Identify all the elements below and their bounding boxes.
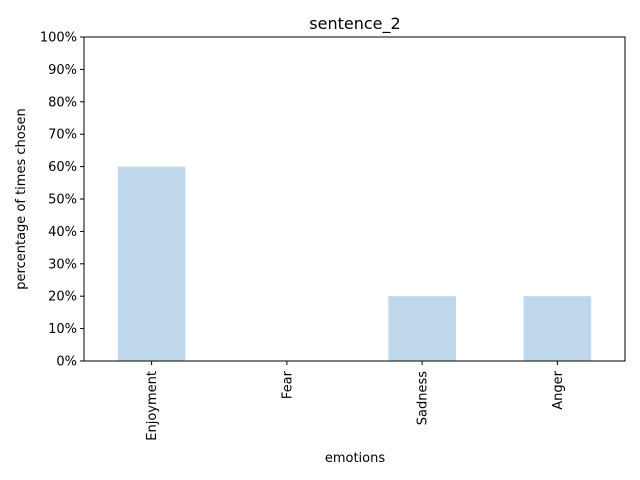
y-axis-label: percentage of times chosen: [14, 108, 29, 289]
y-tick-label: 50%: [48, 193, 77, 208]
y-tick-label: 0%: [56, 355, 77, 370]
x-tick-label: Anger: [551, 370, 566, 409]
plot-frame: [83, 36, 626, 362]
y-ticks-group: 0% 10% 20% 30% 40% 50% 60% 70% 80% 90% 100%: [40, 31, 84, 370]
y-tick-label: 10%: [48, 322, 77, 337]
y-tick-label: 30%: [48, 257, 77, 272]
y-tick-label: 40%: [48, 225, 77, 240]
y-tick-label: 100%: [40, 31, 77, 46]
chart-title: sentence_2: [309, 14, 400, 34]
bar-sadness: [388, 296, 456, 361]
bar-enjoyment: [117, 166, 186, 361]
x-tick-label: Enjoyment: [145, 371, 160, 441]
x-tick-label: Fear: [280, 370, 295, 399]
y-tick-label: 80%: [48, 95, 77, 110]
bars-group: [117, 166, 592, 361]
y-tick-label: 90%: [48, 63, 77, 78]
x-axis-label: emotions: [325, 451, 386, 466]
y-tick-label: 70%: [48, 128, 77, 143]
bar-anger: [523, 296, 592, 361]
y-tick-label: 60%: [48, 160, 77, 175]
y-tick-label: 20%: [48, 290, 77, 305]
x-tick-label: Sadness: [416, 371, 431, 425]
x-ticks-group: Enjoyment Fear Sadness Anger: [145, 361, 566, 441]
